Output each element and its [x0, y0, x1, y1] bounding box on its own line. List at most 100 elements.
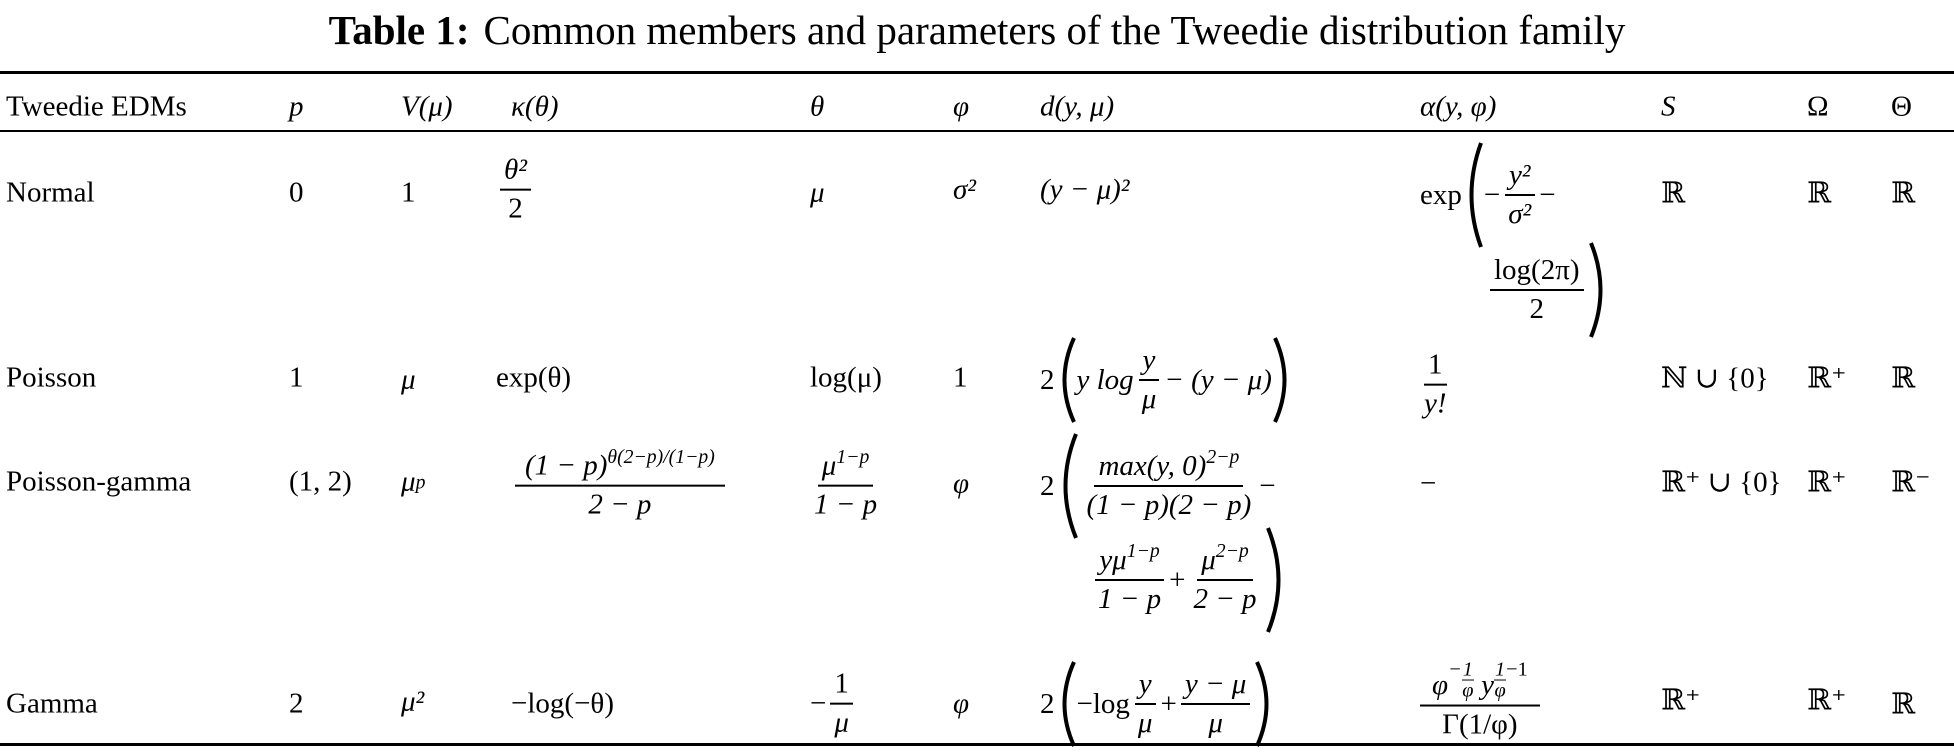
exponent: 2−p [1206, 445, 1240, 468]
header-p: p [289, 90, 304, 123]
minus-sign: − [810, 687, 827, 720]
base: yμ [1099, 543, 1127, 576]
denominator: σ² [1508, 198, 1532, 230]
coefficient: 2 [1040, 469, 1055, 502]
minus-sign: − [1259, 469, 1276, 502]
big-left-paren [1063, 433, 1078, 539]
base: μ [1201, 543, 1216, 576]
cell-kappa: θ² 2 [496, 154, 535, 227]
exponent-minus: − [1448, 658, 1462, 681]
minus-sign: − [1539, 178, 1556, 211]
cell-omega: ℝ [1807, 177, 1832, 210]
cell-deviance: (y − μ)² [1040, 173, 1130, 206]
cell-kappa: exp(θ) [496, 361, 572, 394]
coefficient: 2 [1040, 687, 1055, 720]
numerator: y [1138, 344, 1160, 381]
fraction: yμ1−p 1 − p [1094, 541, 1165, 617]
exponent: 2−p [1215, 539, 1249, 562]
base: φ [1432, 668, 1449, 701]
denominator: 1 − p [1098, 583, 1162, 615]
base: (1 − p) [525, 449, 608, 482]
cell-p: 1 [289, 361, 304, 394]
cell-p: (1, 2) [289, 465, 352, 498]
cell-variance: μ² [401, 685, 425, 718]
big-left-paren [1062, 661, 1076, 747]
cell-alpha-line2: log(2π) 2 [1486, 240, 1610, 340]
header-alpha: α(y, φ) [1420, 90, 1497, 123]
numerator: μ1−p [817, 447, 874, 487]
cell-phi: φ [953, 467, 970, 500]
header-theta: θ [810, 90, 825, 123]
fraction: log(2π) 2 [1490, 254, 1584, 327]
header-variance: V(μ) [401, 90, 453, 123]
cell-deviance-line1: 2 max(y, 0)2−p (1 − p)(2 − p) − [1040, 431, 1276, 541]
cell-name: Normal [6, 176, 95, 209]
cell-alpha: − [1420, 467, 1437, 500]
cell-omega: ℝ⁺ [1807, 466, 1847, 499]
term: − (y − μ) [1164, 363, 1272, 396]
numerator: max(y, 0)2−p [1094, 447, 1244, 487]
cell-omega: ℝ⁺ [1807, 684, 1847, 717]
top-rule [0, 71, 1954, 74]
denominator: 2 [1529, 293, 1545, 325]
cell-theta-space: ℝ [1891, 177, 1916, 210]
denominator: μ [1137, 707, 1153, 739]
denominator: μ [1141, 383, 1157, 415]
denominator: 2 [508, 193, 523, 225]
denominator: 2 − p [1193, 583, 1257, 615]
fraction: μ1−p 1 − p [810, 447, 881, 523]
numerator: 1 [1461, 658, 1474, 681]
cell-theta-space: ℝ [1891, 362, 1916, 395]
big-right-paren [1273, 337, 1287, 423]
cell-deviance-line2: yμ1−p 1 − p + μ2−p 2 − p [1090, 525, 1289, 635]
fraction: (1 − p)θ(2−p)/(1−p) 2 − p [515, 447, 725, 523]
base: max(y, 0) [1098, 449, 1207, 482]
term: y log [1076, 363, 1134, 396]
cell-name: Poisson-gamma [6, 465, 192, 498]
big-left-paren [1062, 337, 1076, 423]
header-phi: φ [953, 90, 970, 123]
big-right-paren [1588, 242, 1603, 338]
cell-theta: μ1−p 1 − p [806, 447, 885, 523]
denominator: μ [834, 707, 849, 739]
denominator: 1 − p [814, 489, 878, 521]
cell-theta-space: ℝ [1891, 688, 1916, 721]
denominator: μ [1208, 707, 1223, 739]
cell-name: Poisson [6, 361, 97, 394]
base: y [1481, 668, 1494, 701]
cell-theta: μ [810, 176, 825, 209]
numerator: φ− 1 φ y 1 φ −1 [1420, 659, 1540, 707]
header-omega: Ω [1807, 90, 1829, 123]
numerator: 1 [1424, 349, 1447, 386]
cell-support: ℝ⁺ [1661, 684, 1701, 717]
header-edm: Tweedie EDMs [6, 90, 187, 123]
exp-text: exp [1420, 178, 1462, 211]
fraction: θ² 2 [500, 154, 531, 227]
cell-kappa: −log(−θ) [511, 687, 614, 720]
cell-omega: ℝ⁺ [1807, 362, 1847, 395]
fraction: max(y, 0)2−p (1 − p)(2 − p) [1083, 447, 1256, 523]
exponent: 1−p [836, 445, 870, 468]
numerator: θ² [500, 154, 531, 191]
numerator: y [1134, 668, 1156, 705]
cell-alpha: 1 y! [1416, 349, 1455, 422]
header-theta-space: Θ [1891, 90, 1912, 123]
header-support: S [1661, 90, 1676, 123]
cell-kappa: (1 − p)θ(2−p)/(1−p) 2 − p [511, 447, 729, 523]
cell-support: ℕ ∪ {0} [1661, 362, 1769, 395]
numerator: (1 − p)θ(2−p)/(1−p) [515, 447, 725, 487]
header-kappa: κ(θ) [511, 90, 559, 123]
plus-sign: + [1160, 687, 1177, 720]
denominator: Γ(1/φ) [1442, 708, 1518, 741]
cell-variance: 1 [401, 176, 416, 209]
numerator: y − μ [1180, 668, 1251, 705]
exponent: 1−p [1126, 539, 1160, 562]
